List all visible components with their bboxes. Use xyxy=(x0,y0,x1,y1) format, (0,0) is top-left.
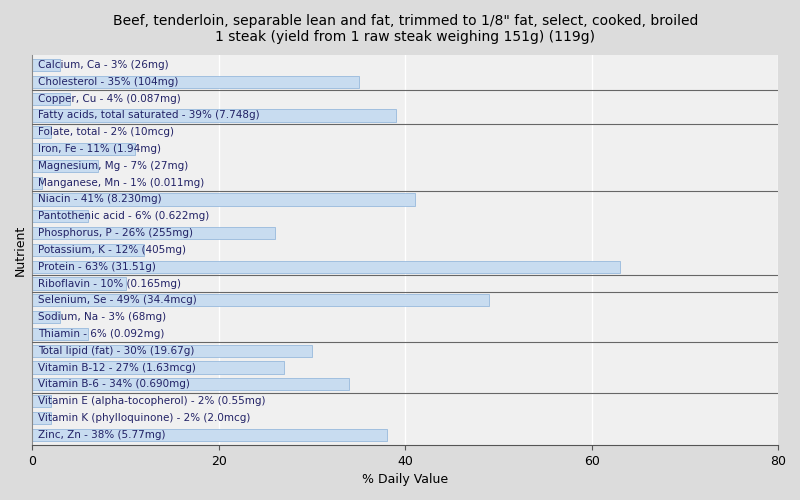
Bar xyxy=(33,378,350,390)
Bar xyxy=(33,344,312,357)
Bar xyxy=(33,362,284,374)
Bar xyxy=(33,278,126,289)
Bar xyxy=(33,210,88,222)
Text: Copper, Cu - 4% (0.087mg): Copper, Cu - 4% (0.087mg) xyxy=(38,94,181,104)
Bar xyxy=(33,244,144,256)
Text: Niacin - 41% (8.230mg): Niacin - 41% (8.230mg) xyxy=(38,194,162,204)
Text: Cholesterol - 35% (104mg): Cholesterol - 35% (104mg) xyxy=(38,77,178,87)
Text: Iron, Fe - 11% (1.94mg): Iron, Fe - 11% (1.94mg) xyxy=(38,144,161,154)
Text: Vitamin B-6 - 34% (0.690mg): Vitamin B-6 - 34% (0.690mg) xyxy=(38,380,190,390)
Text: Vitamin E (alpha-tocopherol) - 2% (0.55mg): Vitamin E (alpha-tocopherol) - 2% (0.55m… xyxy=(38,396,266,406)
Text: Fatty acids, total saturated - 39% (7.748g): Fatty acids, total saturated - 39% (7.74… xyxy=(38,110,260,120)
Bar xyxy=(33,92,70,104)
Text: Selenium, Se - 49% (34.4mcg): Selenium, Se - 49% (34.4mcg) xyxy=(38,296,197,306)
Text: Vitamin B-12 - 27% (1.63mcg): Vitamin B-12 - 27% (1.63mcg) xyxy=(38,362,196,372)
Text: Manganese, Mn - 1% (0.011mg): Manganese, Mn - 1% (0.011mg) xyxy=(38,178,204,188)
Text: Sodium, Na - 3% (68mg): Sodium, Na - 3% (68mg) xyxy=(38,312,166,322)
Bar xyxy=(33,76,358,88)
Bar xyxy=(33,260,620,273)
Text: Phosphorus, P - 26% (255mg): Phosphorus, P - 26% (255mg) xyxy=(38,228,193,238)
Title: Beef, tenderloin, separable lean and fat, trimmed to 1/8" fat, select, cooked, b: Beef, tenderloin, separable lean and fat… xyxy=(113,14,698,44)
Text: Vitamin K (phylloquinone) - 2% (2.0mcg): Vitamin K (phylloquinone) - 2% (2.0mcg) xyxy=(38,413,250,423)
X-axis label: % Daily Value: % Daily Value xyxy=(362,473,448,486)
Bar xyxy=(33,176,42,188)
Bar xyxy=(33,412,51,424)
Bar xyxy=(33,143,135,155)
Bar xyxy=(33,59,61,71)
Text: Folate, total - 2% (10mcg): Folate, total - 2% (10mcg) xyxy=(38,128,174,138)
Bar xyxy=(33,160,98,172)
Bar xyxy=(33,428,386,441)
Text: Total lipid (fat) - 30% (19.67g): Total lipid (fat) - 30% (19.67g) xyxy=(38,346,194,356)
Text: Pantothenic acid - 6% (0.622mg): Pantothenic acid - 6% (0.622mg) xyxy=(38,212,210,222)
Bar xyxy=(33,294,489,306)
Text: Riboflavin - 10% (0.165mg): Riboflavin - 10% (0.165mg) xyxy=(38,278,181,288)
Text: Potassium, K - 12% (405mg): Potassium, K - 12% (405mg) xyxy=(38,245,186,255)
Bar xyxy=(33,194,414,205)
Text: Protein - 63% (31.51g): Protein - 63% (31.51g) xyxy=(38,262,156,272)
Bar xyxy=(33,328,88,340)
Text: Magnesium, Mg - 7% (27mg): Magnesium, Mg - 7% (27mg) xyxy=(38,161,188,171)
Y-axis label: Nutrient: Nutrient xyxy=(14,224,27,276)
Bar xyxy=(33,227,274,239)
Bar xyxy=(33,110,396,122)
Text: Calcium, Ca - 3% (26mg): Calcium, Ca - 3% (26mg) xyxy=(38,60,169,70)
Bar xyxy=(33,395,51,407)
Bar xyxy=(33,311,61,323)
Text: Zinc, Zn - 38% (5.77mg): Zinc, Zn - 38% (5.77mg) xyxy=(38,430,166,440)
Bar xyxy=(33,126,51,138)
Text: Thiamin - 6% (0.092mg): Thiamin - 6% (0.092mg) xyxy=(38,329,165,339)
